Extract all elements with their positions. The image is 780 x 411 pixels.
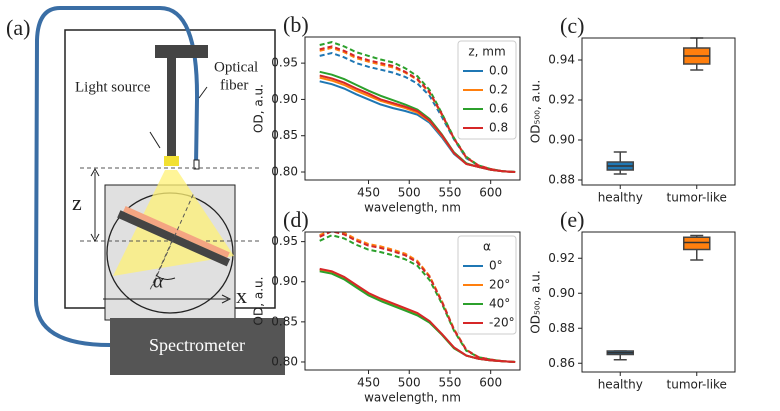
fiber-label: Optical	[214, 59, 258, 75]
z-arrowheads	[90, 167, 100, 243]
plot-frame	[581, 231, 736, 373]
lamp-holder	[155, 45, 208, 58]
legend-label: 0.8	[489, 121, 508, 135]
plot-frame	[304, 36, 521, 181]
y-tick-label: 0.88	[548, 321, 575, 335]
y-axis-label: OD₅₀₀, a.u.	[529, 80, 543, 143]
spectrum-dashed	[319, 232, 516, 363]
y-tick-label: 0.86	[548, 356, 575, 370]
chart: (d) OD, a.u. 0.80 0.85 0.90 0.95 wavelength, n…	[252, 207, 521, 405]
axis-line	[149, 240, 173, 291]
legend-label: 0°	[489, 259, 503, 273]
lamp-post	[167, 58, 176, 158]
x-tick-label: 600	[479, 186, 502, 200]
legend: z, mm 0.0 0.2 0.6 0.8	[457, 40, 517, 140]
legend-label: 0.6	[489, 102, 508, 116]
z-label: z	[72, 190, 82, 215]
legend-label: -20°	[489, 316, 515, 330]
y-tick-label: 0.95	[271, 56, 298, 70]
y-tick-label: 0.94	[548, 53, 575, 67]
x-tick-label: 450	[357, 376, 380, 390]
chart: (e) OD₅₀₀, a.u. 0.86 0.88 0.90 0.92 healthy tum…	[529, 207, 736, 392]
panel-label: (e)	[560, 207, 584, 232]
legend-title: α	[483, 240, 491, 254]
x-label: x	[236, 283, 247, 308]
y-tick-label: 0.90	[271, 92, 298, 106]
x-tick-label: healthy	[598, 191, 643, 205]
y-axis-label: OD, a.u.	[252, 277, 266, 326]
plot-frame	[304, 231, 521, 371]
light-source-label: Light source	[75, 79, 151, 95]
x-tick-label: 450	[357, 186, 380, 200]
y-tick-label: 0.85	[271, 128, 298, 142]
legend-title: z, mm	[468, 45, 505, 59]
legend-label: 40°	[489, 297, 510, 311]
panel-label: (b)	[283, 12, 309, 37]
y-tick-label: 0.92	[548, 251, 575, 265]
normal-line	[152, 194, 194, 287]
tilted-sample	[117, 194, 231, 287]
plate	[117, 210, 231, 267]
panel-label: (d)	[283, 207, 309, 232]
x-tick-label: 550	[439, 186, 462, 200]
y-tick-label: 0.95	[271, 234, 298, 248]
angle-arc	[155, 274, 176, 280]
spectrum-dashed	[319, 45, 516, 173]
fiber-tip	[193, 159, 200, 170]
x-axis-label: wavelength, nm	[364, 201, 461, 215]
x-arrowhead	[221, 294, 232, 304]
y-tick-label: 0.90	[548, 133, 575, 147]
legend: α 0° 20° 40° -20°	[457, 235, 517, 335]
legend-box	[457, 235, 517, 335]
x-tick-label: tumor-like	[667, 378, 727, 392]
panel-label: (c)	[560, 13, 584, 38]
x-tick-label: tumor-like	[667, 191, 727, 205]
x-tick-label: 600	[479, 376, 502, 390]
y-axis-label: OD, a.u.	[252, 84, 266, 133]
y-tick-label: 0.90	[271, 274, 298, 288]
alpha-label: α	[153, 271, 164, 293]
y-tick-label: 0.85	[271, 314, 298, 328]
x-tick-label: 550	[439, 376, 462, 390]
lamp	[164, 156, 179, 166]
spectrum-dashed	[319, 234, 516, 363]
spectrum	[319, 74, 516, 173]
legend-label: 0.0	[489, 64, 508, 78]
x-tick-label: 500	[398, 186, 421, 200]
setup-diagram: (a) Light source Optical fiber z α x Spe…	[6, 6, 285, 375]
y-tick-label: 0.88	[548, 173, 575, 187]
x-axis-label: wavelength, nm	[364, 391, 461, 405]
fiber-label: fiber	[220, 77, 248, 93]
spectrometer	[110, 318, 285, 375]
chart: (c) OD₅₀₀, a.u. 0.88 0.90 0.92 0.94 healthy tum…	[529, 13, 736, 205]
legend-label: 20°	[489, 278, 510, 292]
x-tick-label: 500	[398, 376, 421, 390]
y-tick-label: 0.90	[548, 286, 575, 300]
optical-fiber	[33, 6, 200, 347]
x-tick-label: healthy	[598, 378, 643, 392]
spectrum	[319, 267, 516, 363]
pointer	[198, 86, 208, 99]
chart: (b) OD, a.u. 0.80 0.85 0.90 0.95 wavelength, n…	[252, 12, 521, 215]
spectrometer-label: Spectrometer	[149, 335, 245, 355]
box	[682, 236, 711, 251]
tissue	[123, 206, 230, 258]
legend-label: 0.2	[489, 83, 508, 97]
y-tick-label: 0.80	[271, 165, 298, 179]
legend-box	[457, 40, 517, 140]
panel-label: (a)	[6, 15, 30, 40]
pointer	[149, 131, 161, 149]
y-axis-label: OD₅₀₀, a.u.	[529, 270, 543, 333]
y-tick-label: 0.80	[271, 354, 298, 368]
plot-frame	[581, 37, 736, 186]
y-tick-label: 0.92	[548, 93, 575, 107]
